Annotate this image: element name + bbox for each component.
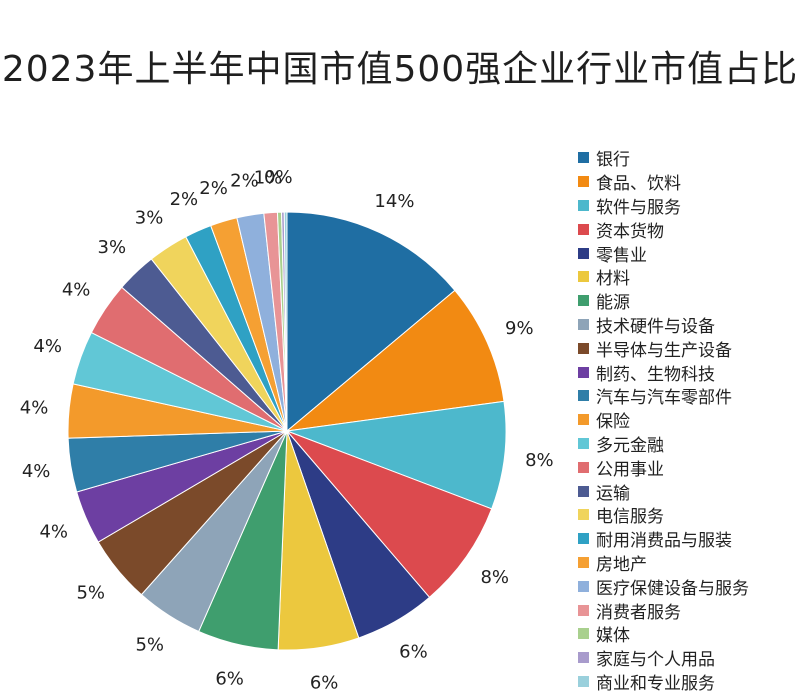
legend-item: 软件与服务 (578, 194, 749, 218)
legend-swatch (578, 366, 589, 378)
legend-swatch (578, 390, 589, 402)
chart-legend: 银行食品、饮料软件与服务资本货物零售业材料能源 技术硬件与设备 半导体与生产设备 制药… (578, 146, 749, 694)
slice-value-label: 4% (39, 522, 68, 543)
legend-item: 半导体与生产设备 (578, 336, 749, 361)
legend-item: 保险 (578, 408, 749, 432)
legend-swatch (578, 247, 589, 259)
legend-item: 消费者服务 (578, 598, 749, 623)
slice-value-label: 4% (22, 461, 51, 482)
legend-item: 运输 (578, 479, 749, 504)
legend-label: 制药、生物科技 (596, 364, 715, 385)
legend-label: 银行 (596, 150, 630, 171)
legend-label: 半导体与生产设备 (596, 340, 732, 361)
slice-value-label: 8% (525, 450, 554, 471)
pie-slice (286, 400, 507, 510)
slice-value-label: 14% (374, 191, 414, 212)
slice-value-label: 3% (135, 208, 164, 229)
legend-item: 资本货物 (578, 217, 749, 242)
legend-swatch (578, 604, 589, 616)
pie-slice (286, 430, 493, 599)
slice-value-label: 2% (170, 189, 199, 210)
pie-slice (285, 289, 505, 432)
legend-swatch (578, 199, 589, 211)
legend-label: 商业和专业服务 (596, 673, 715, 694)
legend-label: 医疗保健设备与服务 (596, 578, 749, 599)
legend-label: 消费者服务 (596, 602, 681, 623)
legend-label: 汽车与汽车零部件 (596, 388, 732, 409)
legend-swatch (578, 533, 589, 545)
legend-label: 公用事业 (596, 459, 664, 480)
slice-value-label: 6% (399, 641, 428, 662)
legend-item: 多元金融 (578, 432, 749, 456)
legend-item: 商业和专业服务 (578, 670, 749, 694)
legend-swatch (578, 461, 589, 473)
legend-swatch (578, 176, 589, 188)
legend-swatch (578, 628, 589, 640)
legend-swatch (578, 318, 589, 330)
slice-value-label: 1% (254, 168, 283, 189)
legend-label: 电信服务 (596, 507, 664, 528)
slice-value-label: 5% (135, 635, 164, 656)
legend-label: 媒体 (596, 626, 630, 647)
slice-value-label: 6% (310, 672, 339, 691)
legend-item: 食品、饮料 (578, 170, 749, 194)
legend-swatch (578, 152, 589, 164)
legend-item: 房地产 (578, 551, 749, 575)
legend-swatch (578, 271, 589, 283)
legend-swatch (578, 556, 589, 568)
legend-swatch (578, 509, 589, 521)
legend-item: 零售业 (578, 241, 749, 266)
legend-label: 家庭与个人用品 (596, 650, 715, 671)
legend-item: 家庭与个人用品 (578, 646, 749, 670)
legend-label: 资本货物 (596, 221, 664, 242)
legend-item: 能源 (578, 289, 749, 313)
slice-value-label: 4% (62, 279, 91, 300)
slice-value-label: 3% (98, 237, 127, 258)
legend-item: 医疗保健设备与服务 (578, 574, 749, 599)
legend-swatch (578, 437, 589, 449)
pie-slice (283, 211, 288, 432)
slice-value-label: 0% (264, 167, 293, 188)
slice-value-label: 9% (505, 318, 534, 339)
legend-item: 耐用消费品与服装 (578, 527, 749, 551)
slice-value-label: 4% (20, 398, 49, 419)
legend-label: 保险 (596, 412, 630, 433)
legend-swatch (578, 652, 589, 664)
slice-value-label: 2% (199, 178, 228, 199)
legend-label: 房地产 (596, 554, 647, 575)
legend-label: 能源 (596, 293, 630, 314)
legend-item: 技术硬件与设备 (578, 313, 749, 337)
legend-swatch (578, 485, 589, 497)
slice-value-label: 5% (76, 582, 105, 603)
legend-label: 材料 (596, 269, 630, 290)
legend-item: 媒体 (578, 622, 749, 646)
legend-swatch (578, 675, 589, 687)
legend-item: 汽车与汽车零部件 (578, 384, 749, 408)
legend-swatch (578, 580, 589, 592)
legend-item: 电信服务 (578, 503, 749, 527)
legend-item: 材料 (578, 265, 749, 289)
slice-value-label: 6% (215, 668, 244, 689)
legend-label: 多元金融 (596, 435, 664, 456)
legend-item: 制药、生物科技 (578, 360, 749, 385)
legend-label: 零售业 (596, 245, 647, 266)
legend-swatch (578, 295, 589, 307)
slice-value-label: 4% (33, 336, 62, 357)
legend-swatch (578, 342, 589, 354)
legend-label: 软件与服务 (596, 198, 681, 218)
legend-label: 技术硬件与设备 (596, 316, 715, 337)
chart-title: 2023年上半年中国市值500强企业行业市值占比 (1, 49, 799, 90)
pie-slice (286, 211, 456, 433)
legend-item: 公用事业 (578, 455, 749, 480)
legend-label: 食品、饮料 (596, 174, 681, 195)
legend-item: 银行 (578, 146, 749, 170)
legend-label: 耐用消费品与服装 (596, 531, 732, 552)
slice-value-label: 2% (230, 171, 259, 192)
legend-swatch (578, 414, 589, 426)
legend-swatch (578, 223, 589, 235)
legend-label: 运输 (596, 483, 630, 504)
slice-value-label: 8% (480, 567, 509, 588)
